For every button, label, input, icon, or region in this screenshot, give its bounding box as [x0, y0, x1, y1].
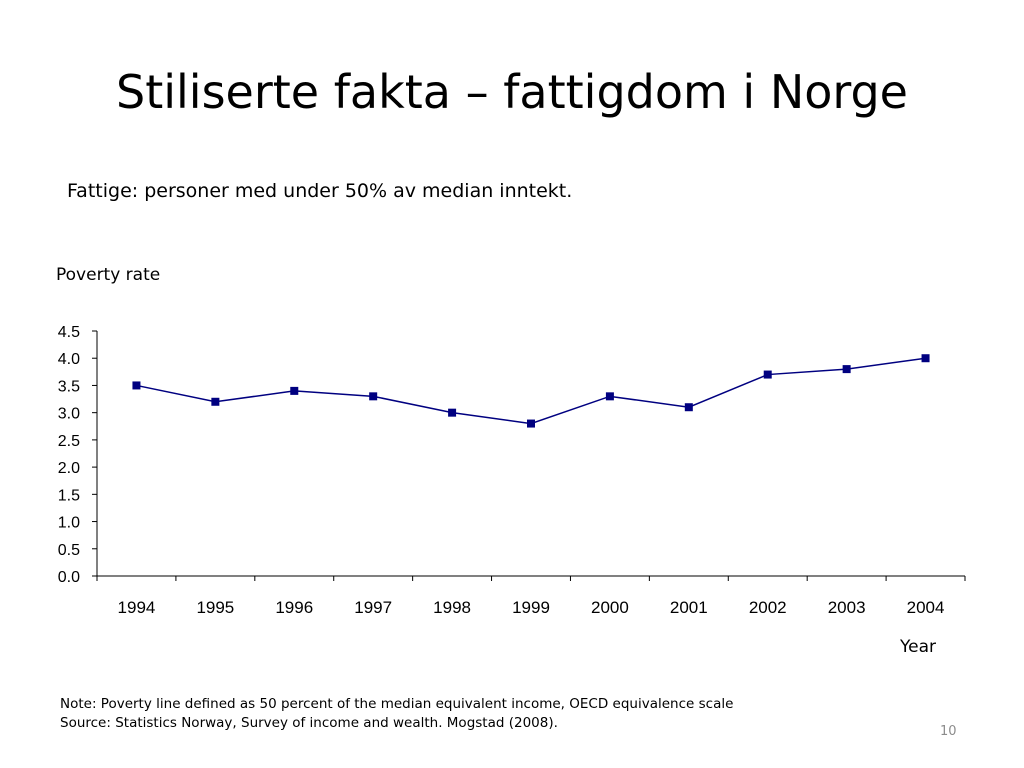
footnote: Note: Poverty line defined as 50 percent…	[60, 695, 733, 733]
data-point-marker	[527, 419, 535, 428]
note-text: Note: Poverty line defined as 50 percent…	[60, 696, 734, 712]
slide-title: Stiliserte fakta – fattigdom i Norge	[116, 65, 908, 119]
x-tick-label: 1994	[118, 598, 156, 617]
data-point-marker	[448, 408, 457, 417]
x-tick-label: 1999	[512, 598, 550, 617]
source-text: Source: Statistics Norway, Survey of inc…	[60, 715, 558, 731]
poverty-rate-chart: 0.0 0.5 1.0 1.5 2.0 2.5 3.0 3.5 4.0 4.5 1994 1995 19…	[58, 324, 966, 617]
x-tick-label: 1997	[354, 598, 392, 617]
data-point-marker	[369, 392, 378, 401]
slide-subtitle: Fattige: personer med under 50% av media…	[67, 180, 573, 202]
y-tick-label: 4.5	[58, 324, 80, 341]
y-tick-label: 1.5	[58, 487, 80, 504]
page-number: 10	[940, 724, 957, 739]
data-point-marker	[763, 370, 772, 379]
x-tick-label: 2000	[591, 598, 629, 617]
y-tick-label: 3.5	[58, 378, 80, 395]
data-point-marker	[132, 381, 141, 390]
y-tick-label: 4.0	[58, 351, 80, 368]
data-point-marker	[290, 386, 299, 395]
series-line	[136, 357, 926, 425]
x-tick-label: 2001	[670, 598, 708, 617]
data-point-marker	[211, 397, 220, 406]
x-axis-label: Year	[900, 637, 936, 657]
y-tick-label: 0.5	[58, 542, 80, 559]
y-tick-label: 3.0	[58, 406, 80, 423]
data-point-marker	[605, 392, 614, 401]
x-tick-label: 1998	[433, 598, 471, 617]
y-tick-label: 2.0	[58, 460, 80, 477]
x-tick-label: 2002	[749, 598, 787, 617]
y-axis-label: Poverty rate	[56, 265, 161, 285]
data-point-marker	[684, 403, 693, 412]
y-tick-label: 1.0	[58, 515, 80, 532]
data-point-marker	[842, 365, 851, 374]
y-tick-label: 0.0	[58, 569, 80, 586]
x-tick-label: 1995	[196, 598, 234, 617]
y-tick-label: 2.5	[58, 433, 80, 450]
x-tick-label: 2004	[907, 598, 945, 617]
x-tick-label: 1996	[275, 598, 313, 617]
x-tick-label: 2003	[828, 598, 866, 617]
data-point-marker	[921, 354, 930, 363]
